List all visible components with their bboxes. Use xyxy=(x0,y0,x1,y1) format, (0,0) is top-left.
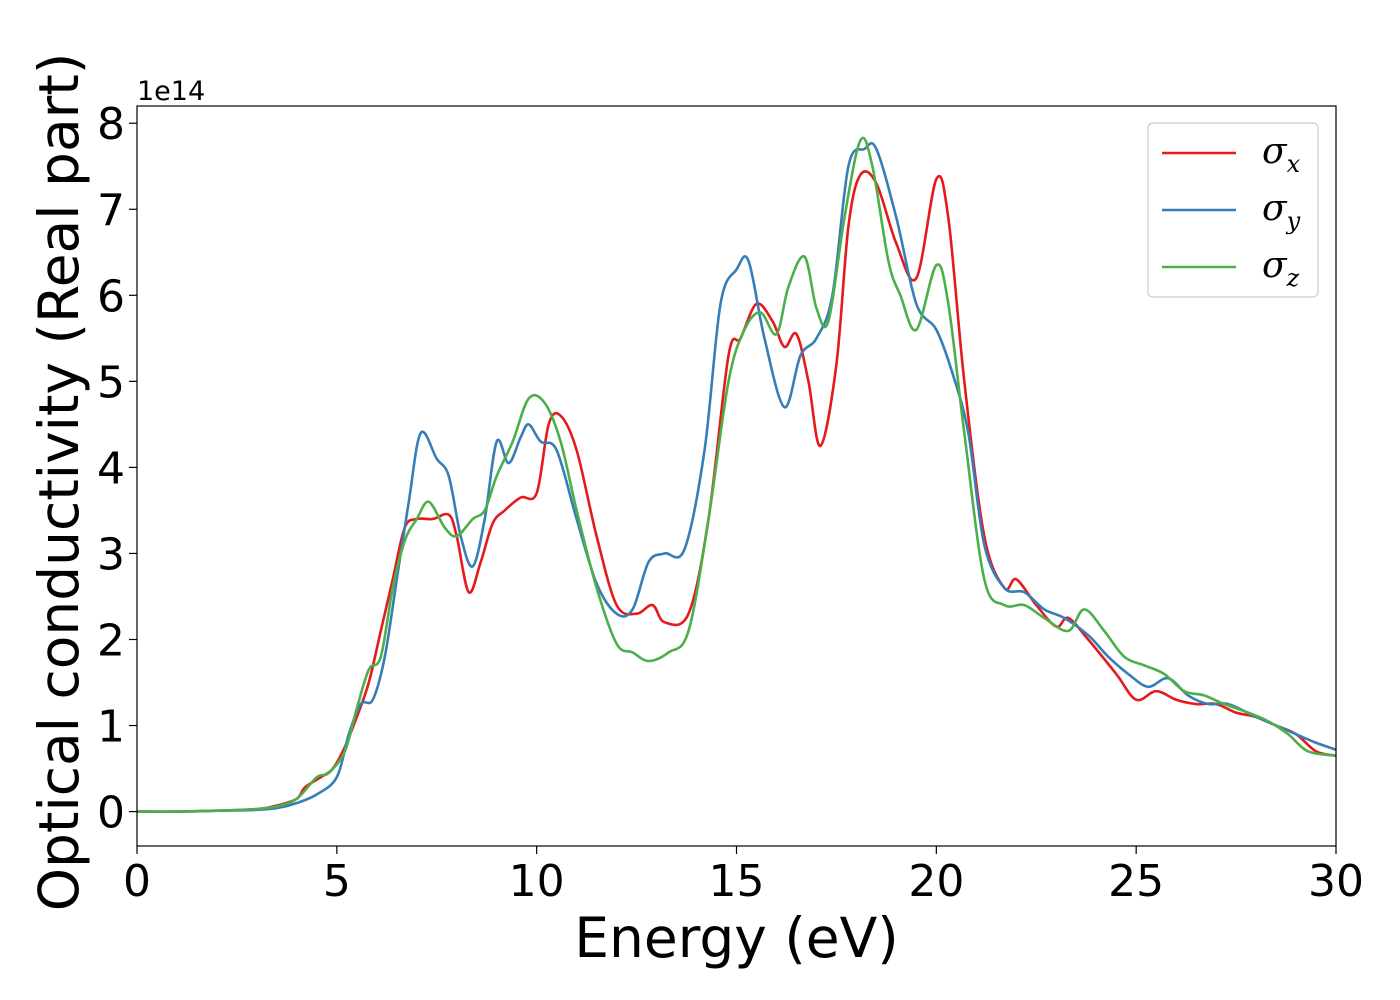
x-tick-label: 0 xyxy=(123,856,151,907)
y-tick-label: 0 xyxy=(97,788,125,839)
series-line-x xyxy=(137,170,1336,813)
y-offset-label: 1e14 xyxy=(137,76,205,107)
y-tick-label: 7 xyxy=(97,185,125,236)
series-layer xyxy=(137,136,1336,813)
legend-entry-x: σx xyxy=(1162,131,1301,178)
x-axis-ticks: 0 5 10 15 20 25 30 xyxy=(123,846,1364,907)
legend-label: σy xyxy=(1262,188,1301,235)
series-line-z xyxy=(137,136,1336,813)
x-tick-label: 25 xyxy=(1108,856,1164,907)
legend-entry-y: σy xyxy=(1162,188,1301,235)
x-tick-label: 5 xyxy=(323,856,351,907)
y-tick-label: 1 xyxy=(97,702,125,753)
legend-label: σx xyxy=(1262,131,1301,178)
x-tick-label: 30 xyxy=(1308,856,1364,907)
y-tick-label: 2 xyxy=(97,615,125,666)
series-line-y xyxy=(137,141,1336,813)
y-axis-ticks: 0 1 2 3 4 5 6 7 8 xyxy=(97,99,137,839)
x-axis-title: Energy (eV) xyxy=(574,906,898,970)
y-tick-label: 3 xyxy=(97,529,125,580)
legend: σx σy σz xyxy=(1147,122,1319,298)
legend-label: σz xyxy=(1262,245,1300,292)
y-axis-title: Optical conductivity (Real part) xyxy=(27,53,91,912)
y-tick-label: 5 xyxy=(97,357,125,408)
y-tick-label: 8 xyxy=(97,99,125,150)
legend-entry-z: σz xyxy=(1162,245,1300,292)
x-tick-label: 20 xyxy=(908,856,964,907)
y-tick-label: 6 xyxy=(97,271,125,322)
x-tick-label: 15 xyxy=(709,856,765,907)
y-tick-label: 4 xyxy=(97,443,125,494)
x-tick-label: 10 xyxy=(509,856,565,907)
